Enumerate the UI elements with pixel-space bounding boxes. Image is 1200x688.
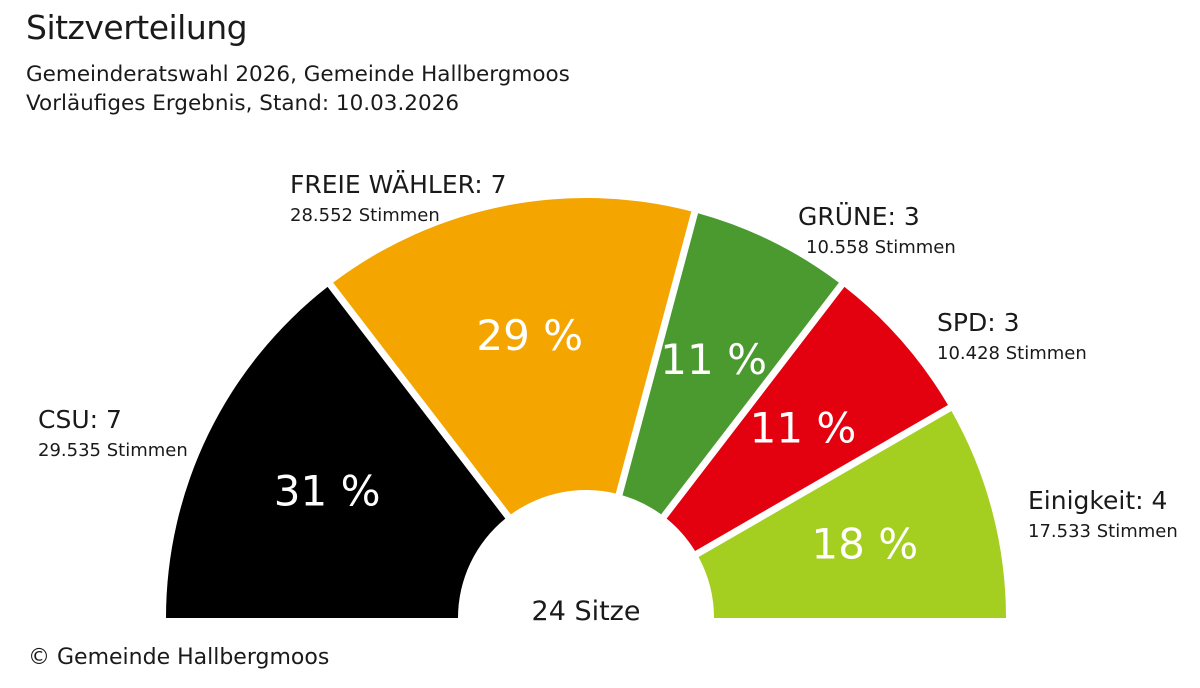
- chart-slices: 31 % 29 % 11 % 11 % 18 %: [166, 198, 1006, 618]
- percent-label-spd: 11 %: [750, 404, 857, 453]
- percent-label-grune: 11 %: [660, 335, 767, 384]
- slice-csu: [166, 286, 506, 618]
- center-seats-label: 24 Sitze: [532, 596, 641, 627]
- votes-label-einigkeit: 17.533 Stimmen: [1028, 521, 1178, 542]
- percent-label-einigkeit: 18 %: [811, 519, 918, 568]
- slice-spd: [666, 286, 948, 551]
- slice-freie-wahler: [333, 198, 692, 515]
- votes-label-freie-wahler: 28.552 Stimmen: [290, 205, 440, 226]
- slice-grune: [622, 213, 839, 515]
- slice-einigkeit: [698, 411, 1006, 618]
- source-credit: © Gemeinde Hallbergmoos: [28, 645, 330, 670]
- percent-label-csu: 31 %: [274, 466, 381, 515]
- party-label-grune: GRÜNE: 3: [798, 202, 920, 231]
- chart-title: Sitzverteilung: [26, 8, 248, 47]
- party-label-csu: CSU: 7: [38, 405, 122, 434]
- party-label-einigkeit: Einigkeit: 4: [1028, 486, 1167, 515]
- percent-label-freie-wahler: 29 %: [476, 311, 583, 360]
- chart-labels: CSU: 7 29.535 Stimmen FREIE WÄHLER: 7 28.55…: [38, 170, 1178, 542]
- votes-label-spd: 10.428 Stimmen: [937, 343, 1087, 364]
- chart-subtitle-election: Gemeinderatswahl 2026, Gemeinde Hallberg…: [26, 62, 570, 87]
- chart-subtitle-status: Vorläufiges Ergebnis, Stand: 10.03.2026: [26, 91, 460, 116]
- votes-label-csu: 29.535 Stimmen: [38, 440, 188, 461]
- party-label-spd: SPD: 3: [937, 308, 1019, 337]
- party-label-freie-wahler: FREIE WÄHLER: 7: [290, 170, 507, 199]
- votes-label-grune: 10.558 Stimmen: [806, 237, 956, 258]
